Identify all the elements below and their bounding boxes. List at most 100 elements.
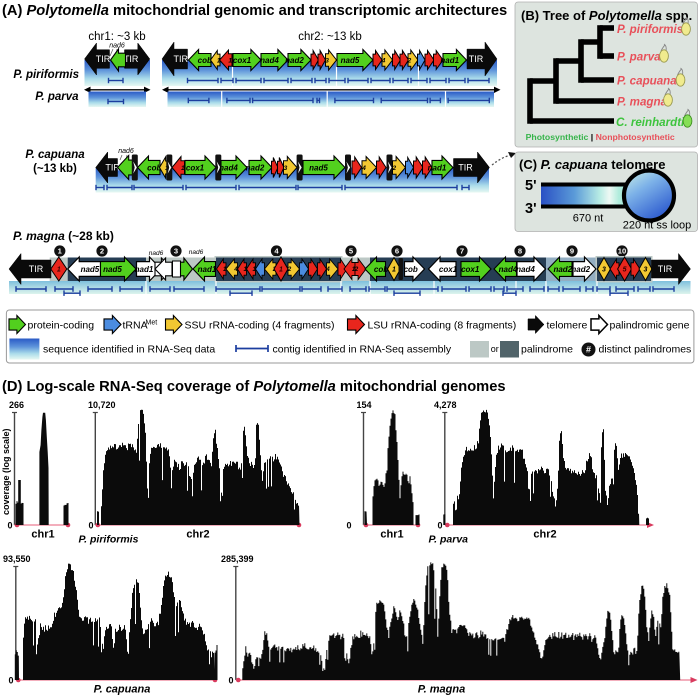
svg-text:2: 2 [407, 57, 412, 64]
svg-text:TIR: TIR [105, 163, 120, 173]
svg-text:nad5: nad5 [81, 265, 100, 274]
svg-text:cox1: cox1 [439, 265, 458, 274]
svg-text:chr1: ~3 kb: chr1: ~3 kb [88, 31, 145, 43]
svg-text:chr2: chr2 [533, 529, 556, 541]
svg-text:4: 4 [233, 267, 238, 273]
svg-text:or: or [491, 344, 499, 354]
svg-text:1: 1 [57, 267, 61, 274]
svg-text:contig identified in RNA-Seq a: contig identified in RNA-Seq assembly [273, 343, 452, 355]
svg-text:5: 5 [623, 267, 627, 274]
svg-text:chr1: chr1 [31, 529, 54, 541]
svg-text:tRNA: tRNA [123, 319, 148, 331]
svg-text:nad4: nad4 [219, 163, 238, 172]
svg-text:220 nt ss loop: 220 nt ss loop [623, 220, 692, 232]
svg-text:0: 0 [7, 521, 12, 531]
svg-text:chr2: chr2 [186, 529, 209, 541]
svg-text:palindromic gene: palindromic gene [610, 319, 690, 331]
svg-text:P. parva: P. parva [429, 534, 469, 546]
svg-text:cob: cob [147, 163, 161, 172]
svg-text:2: 2 [354, 267, 359, 273]
svg-text:0: 0 [88, 521, 93, 531]
svg-text:nad6: nad6 [149, 250, 164, 257]
svg-text:(~13 kb): (~13 kb) [33, 163, 77, 175]
svg-text:10: 10 [618, 247, 626, 256]
svg-text:nad2: nad2 [571, 265, 590, 274]
svg-text:4: 4 [381, 57, 386, 64]
svg-text:chr1: chr1 [380, 529, 403, 541]
svg-text:nad2: nad2 [553, 265, 572, 274]
svg-text:nad2: nad2 [285, 56, 304, 65]
svg-text:nad6: nad6 [189, 249, 204, 256]
svg-text:nad4: nad4 [260, 56, 279, 65]
svg-text:266: 266 [9, 400, 24, 410]
svg-text:nad1: nad1 [198, 265, 217, 274]
svg-text:C. reinhardtii: C. reinhardtii [616, 116, 688, 129]
svg-text:P. piriformis: P. piriformis [79, 534, 139, 546]
svg-text:cox1: cox1 [233, 56, 252, 65]
svg-text:P. piriformis: P. piriformis [617, 23, 684, 36]
svg-text:670 nt: 670 nt [573, 213, 604, 225]
svg-text:5': 5' [525, 178, 537, 194]
svg-text:cox1: cox1 [461, 265, 480, 274]
svg-text:TIR: TIR [29, 264, 44, 274]
svg-text:0: 0 [437, 521, 442, 531]
svg-text:285,399: 285,399 [221, 554, 254, 564]
svg-text:P. parva: P. parva [617, 51, 661, 64]
svg-text:1: 1 [244, 267, 248, 273]
svg-text:P. capuana: P. capuana [25, 149, 85, 161]
svg-text:P. magna (~28 kb): P. magna (~28 kb) [13, 229, 114, 243]
svg-text:3: 3 [644, 267, 648, 274]
svg-text:TIR: TIR [658, 264, 673, 274]
svg-text:nad1: nad1 [135, 265, 154, 274]
svg-text:93,550: 93,550 [3, 554, 31, 564]
svg-text:4: 4 [274, 247, 279, 256]
svg-text:TIR: TIR [174, 54, 189, 64]
svg-text:3: 3 [174, 247, 178, 256]
svg-text:6: 6 [395, 247, 399, 256]
svg-text:4: 4 [361, 165, 366, 172]
svg-text:8: 8 [518, 247, 522, 256]
svg-text:0: 0 [8, 676, 13, 686]
svg-text:palindrome: palindrome [521, 343, 573, 355]
svg-text:TIR: TIR [96, 54, 111, 64]
svg-text:SSU rRNA-coding (4 fragments): SSU rRNA-coding (4 fragments) [185, 319, 335, 331]
svg-text:protein-coding: protein-coding [28, 319, 95, 331]
svg-text:distinct palindromes: distinct palindromes [599, 343, 692, 355]
svg-text:cob: cob [404, 265, 418, 274]
svg-text:telomere: telomere [547, 319, 588, 331]
svg-text:5: 5 [349, 247, 354, 256]
svg-text:cob: cob [374, 265, 388, 274]
svg-text:nad6: nad6 [109, 43, 125, 50]
svg-text:4,278: 4,278 [434, 400, 457, 410]
svg-text:(A) Polytomella mitochondrial: (A) Polytomella mitochondrial genomic an… [2, 3, 507, 19]
svg-text:1: 1 [223, 267, 227, 273]
svg-text:#: # [586, 345, 591, 355]
svg-text:(C) P. capuana telomere: (C) P. capuana telomere [519, 157, 665, 172]
svg-text:10,720: 10,720 [88, 400, 116, 410]
svg-text:2: 2 [287, 267, 292, 273]
svg-text:154: 154 [357, 400, 372, 410]
svg-text:coverage (log scale): coverage (log scale) [1, 428, 11, 515]
svg-text:sequence identified in RNA-Seq: sequence identified in RNA-Seq data [43, 343, 215, 355]
svg-text:0: 0 [346, 521, 351, 531]
svg-text:P. capuana: P. capuana [617, 75, 677, 88]
svg-text:TIR: TIR [124, 54, 139, 64]
svg-text:Photosynthetic | Nonphotosynth: Photosynthetic | Nonphotosynthetic [526, 132, 675, 142]
svg-text:nad5: nad5 [309, 163, 328, 172]
svg-text:1: 1 [279, 267, 283, 274]
svg-text:chr2: ~13 kb: chr2: ~13 kb [298, 31, 362, 43]
svg-text:P. magna: P. magna [617, 96, 668, 109]
svg-text:7: 7 [460, 247, 464, 256]
svg-text:LSU rRNA-coding (8 fragments): LSU rRNA-coding (8 fragments) [368, 319, 517, 331]
svg-text:cox1: cox1 [186, 163, 205, 172]
svg-text:3: 3 [325, 57, 329, 64]
svg-text:1: 1 [217, 57, 221, 64]
svg-text:3: 3 [284, 165, 288, 172]
svg-text:3': 3' [525, 201, 537, 217]
svg-text:1: 1 [392, 267, 396, 274]
svg-text:nad1: nad1 [428, 163, 447, 172]
svg-text:P. capuana: P. capuana [94, 684, 151, 696]
svg-text:1: 1 [58, 247, 63, 256]
svg-text:P. parva: P. parva [35, 91, 79, 103]
svg-text:1: 1 [352, 267, 356, 273]
